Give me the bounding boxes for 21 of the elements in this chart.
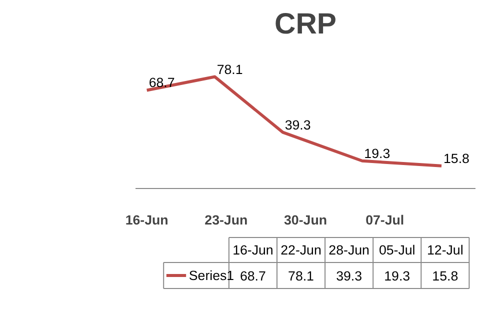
text: 12-Jul xyxy=(427,242,464,258)
data-label: 19.3 xyxy=(364,146,390,161)
text: 28-Jun xyxy=(328,242,370,258)
legend-label: Series1 xyxy=(188,268,234,283)
text: 16-Jun xyxy=(232,242,274,258)
text: 39.3 xyxy=(336,268,362,284)
text: 68.7 xyxy=(240,268,266,284)
x-tick-label: 16-Jun xyxy=(125,212,168,228)
x-tick-label: 07-Jul xyxy=(366,212,404,228)
data-label: 68.7 xyxy=(148,75,175,90)
data-label: 39.3 xyxy=(284,117,311,132)
text: 19.3 xyxy=(384,268,410,284)
text: 15.8 xyxy=(432,268,458,284)
text: 78.1 xyxy=(288,268,314,284)
x-tick-label: 23-Jun xyxy=(204,212,248,228)
text: 05-Jul xyxy=(378,242,416,258)
text: 22-Jun xyxy=(280,242,322,258)
data-label: 15.8 xyxy=(444,150,470,166)
chart-title: CRP xyxy=(274,8,336,40)
data-label: 78.1 xyxy=(216,62,243,77)
x-tick-label: 30-Jun xyxy=(284,212,327,228)
